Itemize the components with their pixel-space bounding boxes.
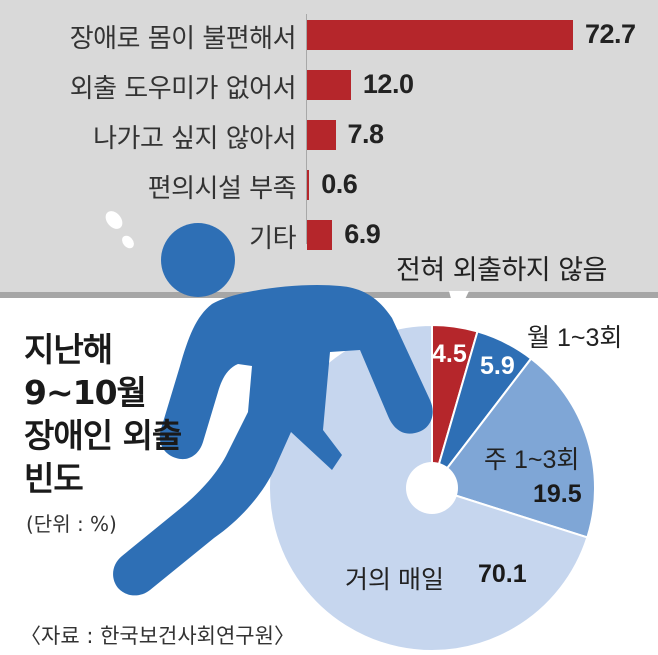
source-note: 〈자료 : 한국보건사회연구원〉 — [20, 624, 295, 648]
bar-value-label: 6.9 — [344, 219, 381, 249]
pie-value-label: 4.5 — [432, 340, 467, 368]
bar-category-label: 나가고 싶지 않아서 — [93, 124, 296, 154]
bar — [307, 120, 336, 150]
pie-slice — [430, 357, 596, 539]
bar — [307, 220, 333, 250]
bar — [307, 70, 351, 100]
running-person-icon — [113, 223, 433, 596]
pie-value-label: 19.5 — [533, 480, 582, 508]
pie-slice-label: 거의 매일 — [345, 566, 444, 594]
pie-slice-label: 주 1~3회 — [484, 446, 580, 474]
bar-value-label: 12.0 — [362, 69, 414, 99]
unit-note: (단위 : %) — [26, 512, 117, 536]
bar-category-label: 외출 도우미가 없어서 — [69, 74, 297, 104]
bar-value-label: 72.7 — [585, 19, 636, 49]
bar-axis-line — [306, 14, 307, 244]
bar-value-label: 7.8 — [347, 119, 385, 149]
sweat-drops-icon — [105, 211, 134, 249]
pie-hole — [406, 462, 458, 514]
no-outing-callout: 전혀 외출하지 않음 — [396, 255, 607, 286]
bar-category-label: 장애로 몸이 불편해서 — [69, 24, 297, 54]
bar — [307, 170, 310, 200]
chart-title: 지난해 9~10월 장애인 외출 빈도 — [24, 330, 182, 498]
bar-category-label: 편의시설 부족 — [147, 174, 297, 204]
callout-pointer — [449, 291, 469, 318]
pie-value-label: 70.1 — [478, 560, 527, 588]
bar-value-label: 0.6 — [321, 169, 358, 199]
bar — [307, 20, 573, 50]
pie-slice-label: 월 1~3회 — [527, 324, 623, 352]
bar-category-label: 기타 — [249, 224, 296, 254]
pie-value-label: 5.9 — [480, 352, 515, 380]
